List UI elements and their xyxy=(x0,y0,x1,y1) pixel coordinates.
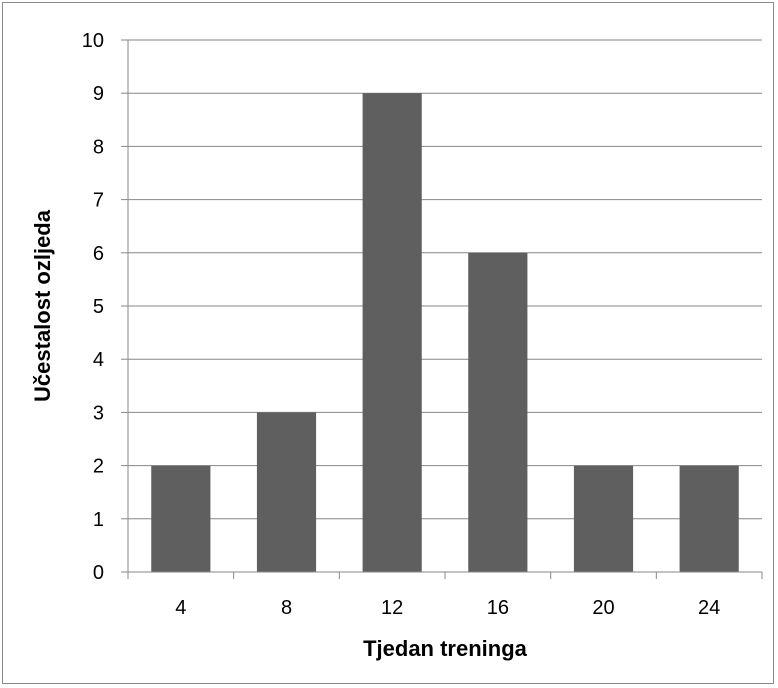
bar xyxy=(362,93,422,572)
y-tick-label: 3 xyxy=(93,402,104,424)
x-tick-label: 16 xyxy=(487,597,509,619)
x-tick-label: 4 xyxy=(175,597,186,619)
x-tick-label: 24 xyxy=(698,597,720,619)
y-tick-labels: 0 1 2 3 4 5 6 7 8 9 10 xyxy=(82,30,104,584)
x-tick-labels: 4 8 12 16 20 24 xyxy=(175,597,720,619)
y-tick-label: 1 xyxy=(93,509,104,531)
y-tick-label: 10 xyxy=(82,30,104,52)
y-axis-title: Učestalost ozljeda xyxy=(30,209,55,402)
bar xyxy=(256,412,317,572)
x-axis-title: Tjedan treninga xyxy=(363,636,528,661)
bars xyxy=(151,93,739,573)
y-tick-label: 0 xyxy=(93,562,104,584)
bar xyxy=(573,465,634,572)
y-tick-label: 7 xyxy=(93,190,104,212)
y-tick-label: 8 xyxy=(93,136,104,158)
y-tick-label: 5 xyxy=(93,296,104,318)
bar xyxy=(468,252,528,573)
x-tick-label: 8 xyxy=(281,597,292,619)
bar xyxy=(151,465,211,572)
x-tick-label: 20 xyxy=(592,597,614,619)
y-tick-label: 2 xyxy=(93,456,104,478)
x-tick-label: 12 xyxy=(381,597,403,619)
y-tick-label: 9 xyxy=(93,83,104,105)
gridlines xyxy=(128,39,762,520)
bar xyxy=(679,465,739,572)
y-tick-label: 4 xyxy=(93,349,104,371)
axes xyxy=(121,39,763,579)
y-tick-label: 6 xyxy=(93,243,104,265)
